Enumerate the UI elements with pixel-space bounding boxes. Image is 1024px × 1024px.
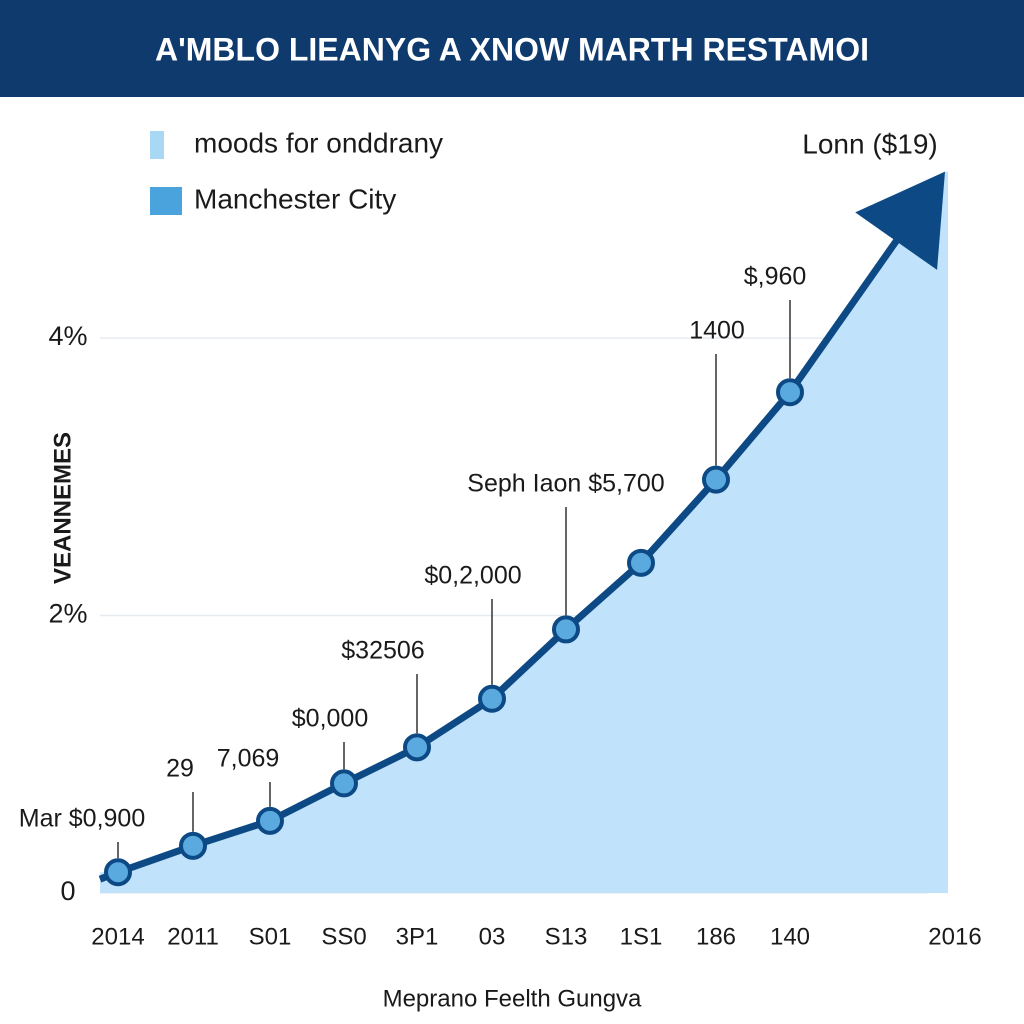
title-banner <box>0 0 1024 97</box>
data-annotation: $0,000 <box>292 705 368 733</box>
data-annotation: 7,069 <box>217 745 280 773</box>
area-fill <box>100 171 948 894</box>
y-axis-label: VEANNEMES <box>49 432 76 584</box>
x-tick-label: 03 <box>479 923 506 950</box>
y-tick-label: 0 <box>60 876 75 906</box>
x-tick-label: 140 <box>770 923 810 950</box>
data-point <box>179 831 207 860</box>
data-point <box>552 615 580 644</box>
x-tick-label: SS0 <box>321 923 366 950</box>
data-point <box>627 548 655 577</box>
data-annotation: Seph Iaon $5,700 <box>467 470 664 498</box>
y-tick-label: 4% <box>48 321 87 351</box>
x-tick-label: 1S1 <box>620 923 663 950</box>
x-tick-label: S13 <box>545 923 588 950</box>
data-annotation: 29 <box>166 755 194 783</box>
data-point <box>478 684 506 713</box>
legend-swatch <box>150 187 182 215</box>
data-annotation: $0,2,000 <box>424 562 521 590</box>
data-point <box>256 806 284 835</box>
data-annotation: $32506 <box>341 637 424 665</box>
legend-swatch <box>150 131 164 159</box>
legend-label: moods for onddrany <box>194 127 443 158</box>
x-tick-label: 2014 <box>91 923 144 950</box>
corner-label: Lonn ($19) <box>802 128 937 159</box>
data-point <box>104 858 132 887</box>
legend-label: Manchester City <box>194 183 396 214</box>
x-tick-label: S01 <box>249 923 292 950</box>
x-tick-label: 3P1 <box>396 923 439 950</box>
x-tick-label: 2016 <box>928 923 981 950</box>
data-point <box>702 465 730 494</box>
data-point <box>776 378 804 407</box>
data-point <box>330 769 358 798</box>
plot-area: 0 2% 4% 2014 2011 S01 SS0 3P1 03 S13 1S1 186 140 2016… <box>19 171 982 950</box>
x-tick-label: 2011 <box>167 923 219 950</box>
chart-title: A'MBLO LIEANYG A XNOW MARTH RESTAMOI <box>155 31 869 67</box>
y-tick-label: 2% <box>48 599 87 629</box>
trend-arrowhead <box>855 171 945 270</box>
data-annotation: 1400 <box>689 317 745 345</box>
x-axis-label: Meprano Feelth Gungva <box>383 985 642 1012</box>
x-tick-label: 186 <box>696 923 736 950</box>
data-annotation: $,960 <box>744 263 807 291</box>
data-annotation: Mar $0,900 <box>19 805 145 833</box>
data-point <box>403 733 431 762</box>
